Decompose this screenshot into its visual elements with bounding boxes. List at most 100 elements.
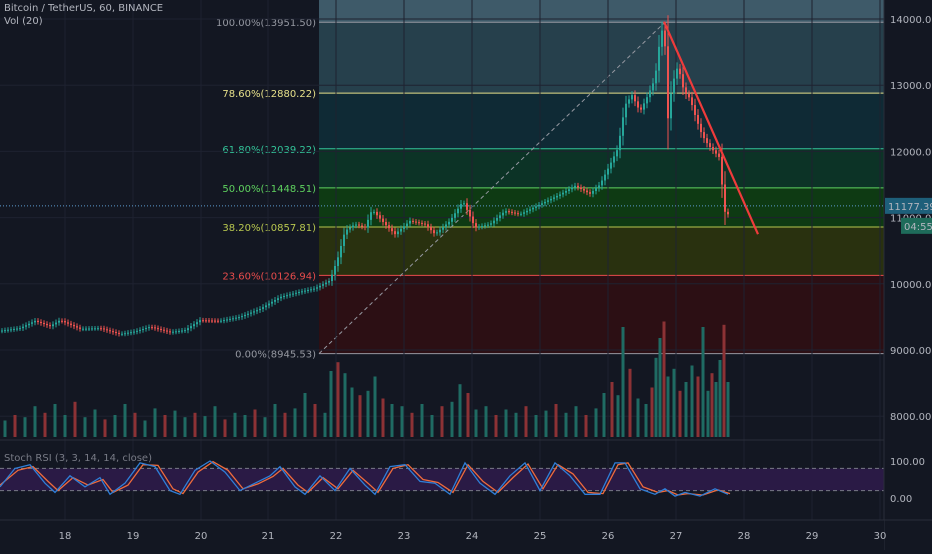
candle-body (370, 212, 372, 220)
volume-bar (323, 412, 327, 437)
candle-body (4, 330, 6, 332)
candle-body (349, 227, 351, 230)
volume-indicator-label[interactable]: Vol (20) (4, 16, 43, 27)
candle-body (220, 320, 222, 322)
volume-bar (329, 371, 333, 437)
candle-body (133, 331, 135, 333)
candle-body (679, 68, 681, 75)
candle-body (706, 138, 708, 144)
candle-body (226, 319, 228, 321)
y-tick-label: 12000.00 (890, 147, 932, 158)
y-tick-label: 10000.00 (890, 280, 932, 291)
candle-body (64, 321, 66, 323)
candle-body (421, 222, 423, 224)
candle-body (640, 107, 642, 110)
candle-body (700, 123, 702, 133)
candle-body (661, 30, 663, 47)
candle-body (712, 146, 714, 151)
candle-body (301, 291, 303, 293)
candle-body (724, 184, 726, 212)
volume-bar (710, 373, 714, 437)
candle-body (262, 307, 264, 309)
volume-bar (343, 373, 347, 437)
volume-bar (410, 412, 414, 437)
fib-zone (319, 22, 884, 94)
candle-body (286, 295, 288, 297)
candle-body (445, 224, 447, 228)
fib-level-label: 23.60%(10126.94) (222, 271, 316, 282)
fib-trend-line[interactable] (318, 21, 666, 354)
candle-body (46, 324, 48, 326)
volume-bar (701, 327, 705, 437)
candle-body (385, 221, 387, 226)
volume-bar (400, 406, 404, 437)
price-axis[interactable] (884, 0, 932, 550)
volume-bar (524, 406, 528, 437)
candle-body (280, 296, 282, 299)
time-axis[interactable] (0, 520, 884, 550)
volume-bar (544, 410, 548, 437)
candle-body (472, 216, 474, 224)
candle-body (163, 329, 165, 331)
trend-line-drawing[interactable] (662, 21, 760, 235)
candle-body (361, 225, 363, 227)
candle-body (553, 197, 555, 199)
candle-body (136, 330, 138, 332)
candle-body (19, 328, 21, 330)
volume-bar (718, 360, 722, 437)
candle-body (616, 150, 618, 157)
volume-bar (714, 382, 718, 437)
symbol-title[interactable]: Bitcoin / TetherUS, 60, BINANCE (4, 3, 164, 14)
volume-bar (474, 409, 478, 437)
candle-body (721, 156, 723, 185)
candle-body (391, 228, 393, 232)
candle-body (304, 290, 306, 292)
candle-body (217, 320, 219, 322)
volume-bar (113, 415, 117, 437)
candle-body (346, 229, 348, 235)
candle-body (535, 206, 537, 208)
candle-body (520, 213, 522, 215)
candle-body (451, 217, 453, 222)
candle-body (637, 101, 639, 108)
drawings[interactable] (0, 21, 884, 235)
candle-body (70, 323, 72, 325)
candle-body (430, 227, 432, 231)
volume-bar (514, 412, 518, 437)
candle-body (643, 103, 645, 110)
volume-bar (173, 410, 177, 437)
last-price-value: 11177.39 (888, 202, 932, 213)
volume-bar (213, 406, 217, 437)
volume-bar (123, 404, 127, 437)
candle-body (583, 189, 585, 191)
candle-body (208, 320, 210, 322)
stoch-band (0, 468, 884, 491)
stoch-rsi-label[interactable]: Stoch RSI (3, 3, 14, 14, close) (4, 453, 152, 464)
volume-bar (650, 387, 654, 437)
candle-body (664, 30, 666, 47)
candle-body (130, 332, 132, 334)
volume-bar (358, 395, 362, 437)
x-tick-label: 28 (738, 531, 751, 542)
candle-body (88, 328, 90, 330)
candle-body (79, 327, 81, 329)
candle-body (604, 174, 606, 181)
candle-body (508, 211, 510, 213)
candle-body (100, 328, 102, 330)
candle-body (436, 232, 438, 234)
volume-bar (430, 415, 434, 437)
candle-body (598, 185, 600, 189)
volume-bar (628, 368, 632, 437)
candle-body (271, 301, 273, 304)
candle-body (124, 333, 126, 335)
candle-body (682, 74, 684, 88)
volume-bar (366, 390, 370, 437)
candle-body (289, 294, 291, 296)
candle-body (577, 185, 579, 188)
candle-body (673, 78, 675, 94)
x-tick-label: 22 (330, 531, 343, 542)
candle-body (364, 226, 366, 228)
candle-body (274, 300, 276, 302)
